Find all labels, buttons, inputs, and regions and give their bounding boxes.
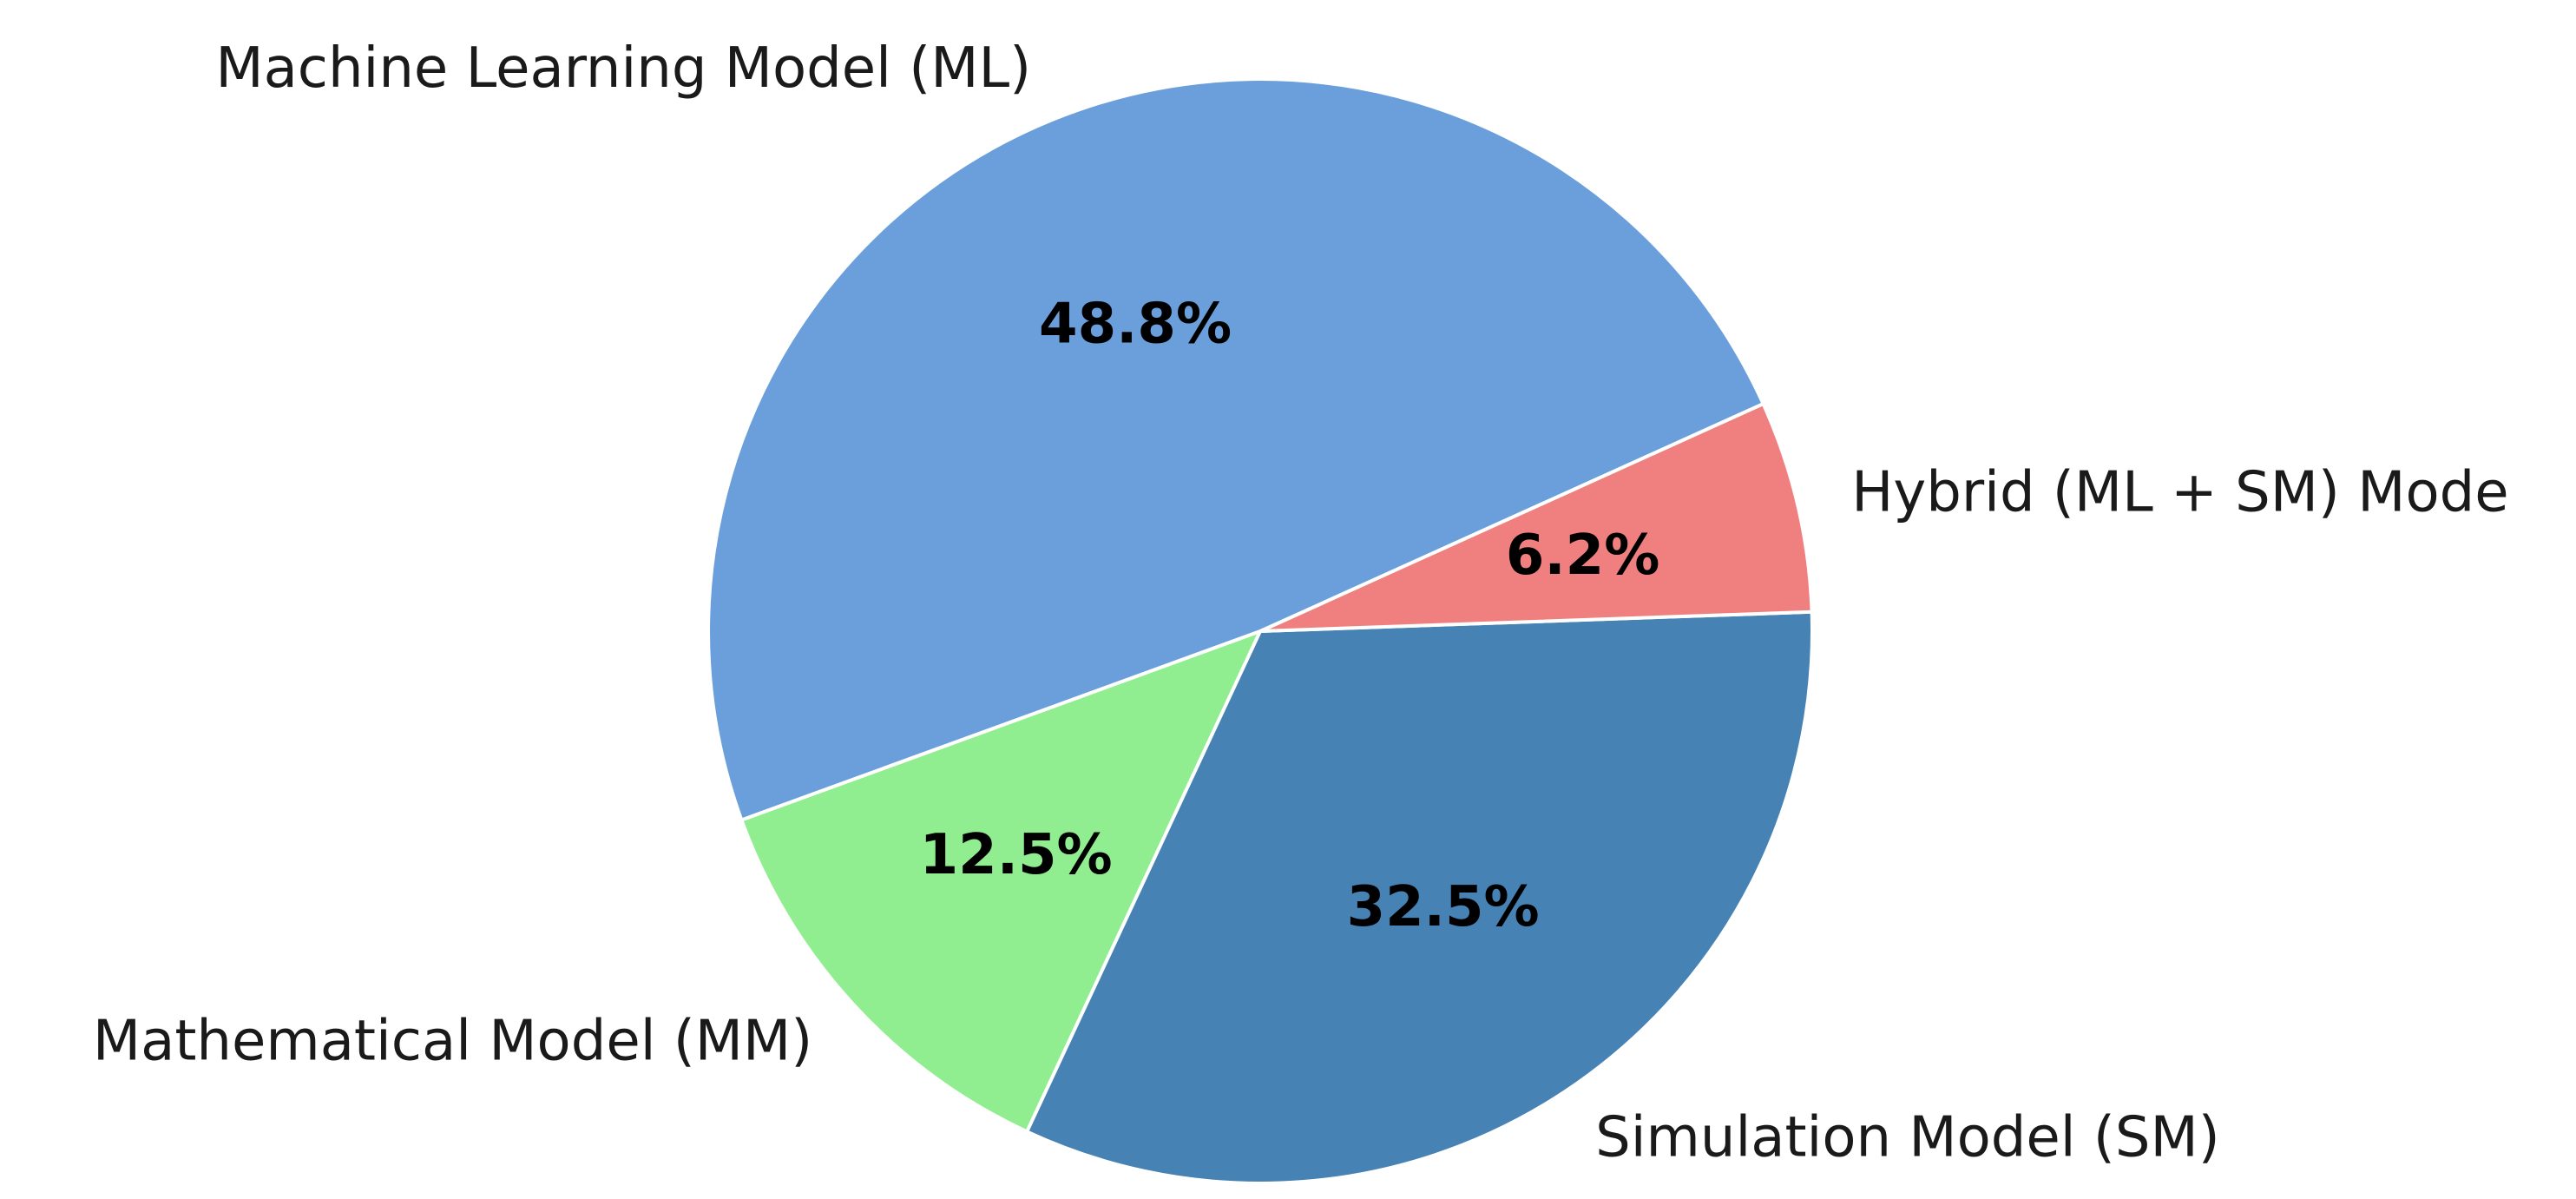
pie-slice-simulation-model-sm xyxy=(1025,609,1814,1185)
pie-slice-hybrid-ml-sm-mode xyxy=(1258,402,1814,633)
category-label-machine-learning-model-ml: Machine Learning Model (ML) xyxy=(215,36,1031,101)
pie-slice-mathematical-model-mm xyxy=(739,629,1262,1134)
pie-slice-machine-learning-model-ml xyxy=(706,77,1765,822)
pct-label-simulation-model-sm: 32.5% xyxy=(1347,875,1540,939)
pct-label-mathematical-model-mm: 12.5% xyxy=(920,823,1113,887)
category-labels: Mathematical Model (MM) Simulation Model … xyxy=(93,36,2509,1169)
pct-label-machine-learning-model-ml: 48.8% xyxy=(1039,293,1232,357)
pie-slices xyxy=(706,77,1814,1185)
percentage-labels: 12.5% 32.5% 6.2% 48.8% xyxy=(920,293,1660,940)
category-label-mathematical-model-mm: Mathematical Model (MM) xyxy=(93,1010,812,1074)
category-label-hybrid-ml-sm-mode: Hybrid (ML + SM) Mode xyxy=(1851,461,2508,525)
category-label-simulation-model-sm: Simulation Model (SM) xyxy=(1595,1105,2220,1169)
pct-label-hybrid-ml-sm-mode: 6.2% xyxy=(1506,524,1660,588)
